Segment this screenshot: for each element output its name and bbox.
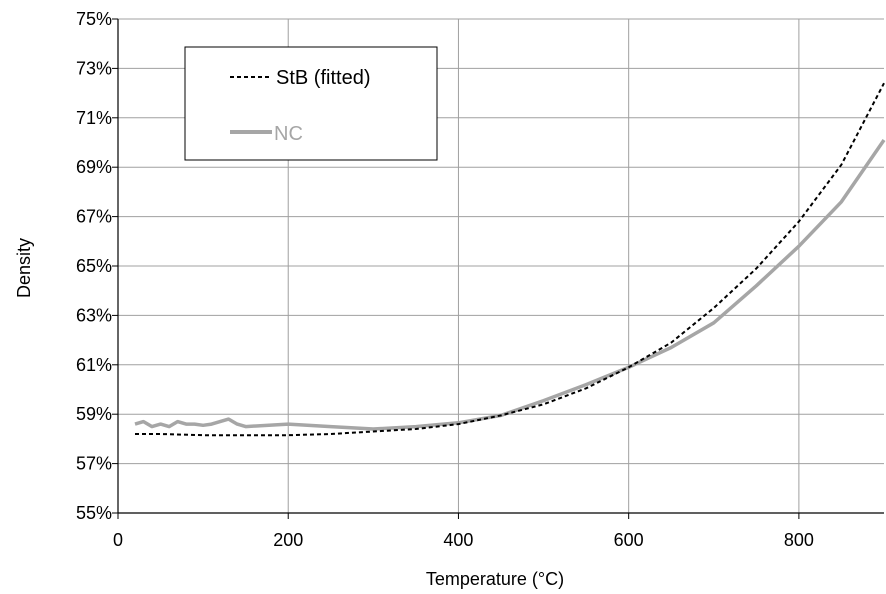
x-tick-label: 800 (784, 530, 814, 550)
x-tick-label: 600 (614, 530, 644, 550)
y-tick-label: 69% (76, 157, 112, 177)
series-line-stb-fitted (135, 82, 885, 437)
legend-box (184, 46, 438, 161)
legend-label-stb: StB (fitted) (276, 67, 370, 89)
y-axis-title: Density (14, 238, 34, 298)
series-layer (134, 82, 886, 437)
legend: StB (fitted) NC (184, 46, 438, 161)
x-tick-label: 200 (273, 530, 303, 550)
x-axis-title: Temperature (°C) (426, 569, 564, 589)
x-tick-label: 0 (113, 530, 123, 550)
y-tick-label: 55% (76, 503, 112, 523)
y-tick-label: 63% (76, 305, 112, 325)
legend-label-nc: NC (274, 123, 303, 145)
x-tick-label: 400 (443, 530, 473, 550)
y-tick-label: 71% (76, 108, 112, 128)
y-tick-label: 65% (76, 256, 112, 276)
y-tick-label: 61% (76, 355, 112, 375)
y-tick-label: 75% (76, 9, 112, 29)
y-tick-label: 73% (76, 58, 112, 78)
y-tick-label: 59% (76, 404, 112, 424)
tick-labels: 55% 57% 59% 61% 63% 65% 67% 69% 71% 73% 75% 0 200 400… (76, 9, 814, 550)
series-line-nc (134, 139, 886, 431)
y-tick-label: 67% (76, 207, 112, 227)
y-tick-label: 57% (76, 454, 112, 474)
axes (112, 18, 884, 519)
